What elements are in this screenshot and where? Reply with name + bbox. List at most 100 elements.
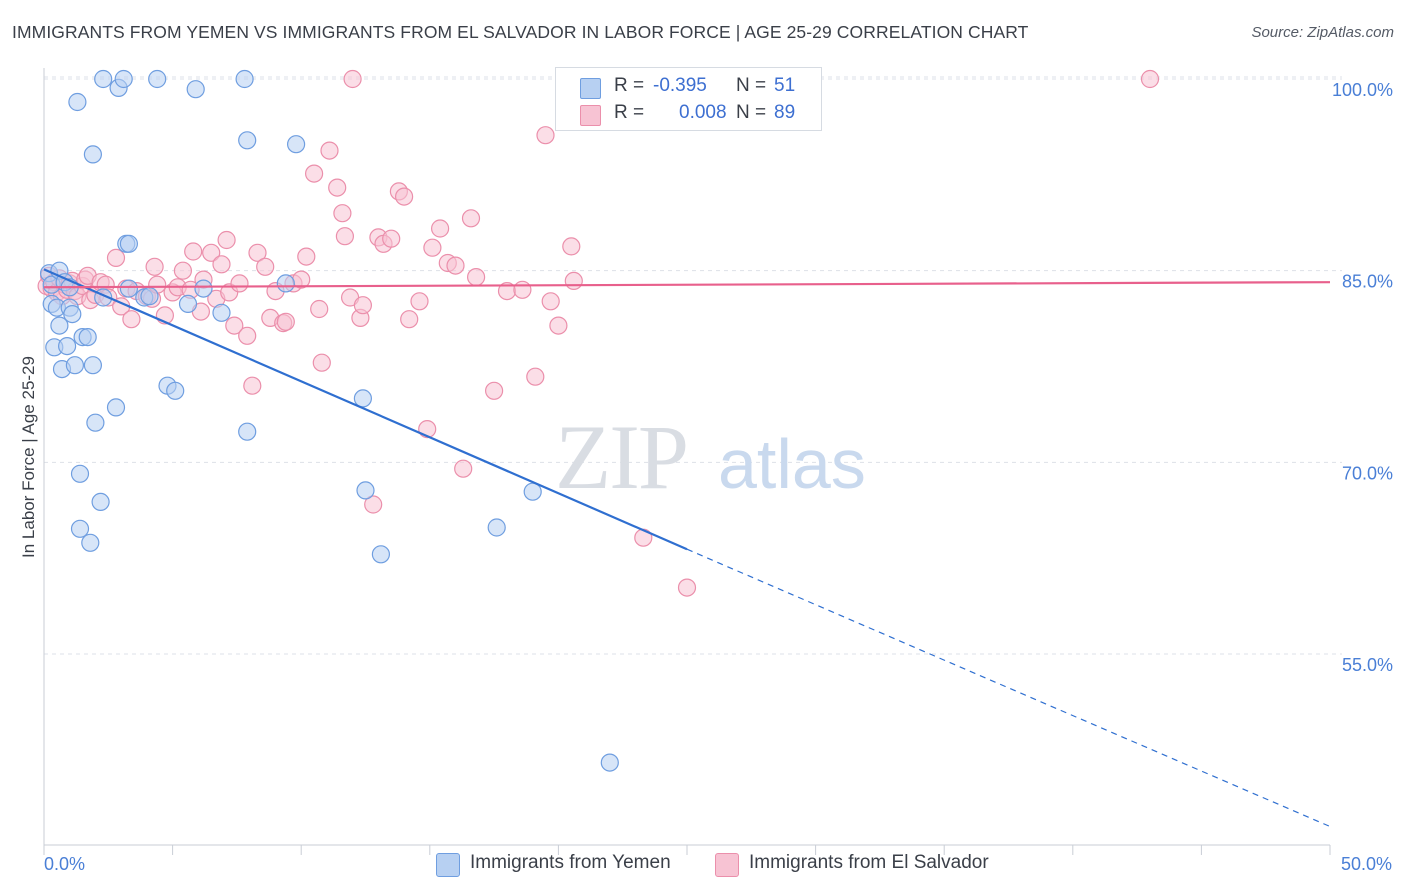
yemen-point: [212, 303, 231, 322]
yemen-point: [166, 381, 185, 400]
yemen-point: [70, 519, 90, 538]
elsalvador-point: [173, 261, 192, 280]
elsalvador-point: [382, 229, 401, 248]
yemen-point: [235, 69, 254, 89]
elsalvador-point: [410, 292, 429, 311]
data-points: [37, 69, 1160, 772]
watermark: ZIP atlas: [555, 406, 866, 508]
gridlines: [44, 76, 1342, 655]
elsalvador-point: [243, 376, 262, 395]
yemen-point: [148, 69, 167, 89]
yemen-point: [114, 69, 133, 89]
yemen-point: [600, 753, 619, 772]
elsalvador-point: [276, 312, 295, 331]
yemen-point: [119, 234, 138, 253]
elsalvador-trend-line: [43, 281, 1331, 289]
axes: 55.0% 70.0% 85.0% 100.0% 0.0% 50.0%: [43, 68, 1393, 874]
elsalvador-point: [145, 257, 164, 276]
yemen-point: [70, 464, 90, 483]
series-swatch-elsalvador: [715, 853, 739, 877]
y-tick-label: 70.0%: [1342, 463, 1393, 483]
yemen-point: [50, 316, 69, 335]
legend-r-value: 0.008: [679, 102, 727, 123]
yemen-point: [356, 481, 375, 500]
yemen-point: [106, 398, 126, 417]
elsalvador-point: [353, 296, 372, 315]
yemen-point: [276, 274, 295, 293]
yemen-point: [83, 145, 103, 164]
yemen-point: [194, 279, 213, 298]
yemen-point: [371, 545, 390, 564]
series-label-elsalvador: Immigrants from El Salvador: [749, 852, 989, 873]
y-axis-label: In Labor Force | Age 25-29: [19, 356, 38, 558]
elsalvador-point: [248, 243, 267, 262]
yemen-point: [83, 356, 103, 375]
x-tick-label: 50.0%: [1341, 854, 1392, 874]
elsalvador-point: [677, 578, 697, 597]
series-label-yemen: Immigrants from Yemen: [470, 852, 671, 873]
yemen-point: [57, 337, 77, 356]
trend-lines: [43, 268, 1331, 828]
elsalvador-point: [333, 204, 352, 223]
yemen-point: [119, 279, 138, 298]
elsalvador-point: [106, 248, 126, 267]
yemen-point: [78, 328, 97, 347]
elsalvador-point: [513, 280, 532, 299]
yemen-point: [91, 492, 110, 511]
yemen-point: [487, 518, 506, 537]
series-swatch-yemen: [436, 853, 460, 877]
elsalvador-point: [423, 238, 442, 257]
legend-swatch-elsalvador: [580, 105, 601, 126]
elsalvador-point: [485, 381, 504, 400]
elsalvador-point: [184, 242, 203, 261]
legend-swatch-yemen: [580, 78, 601, 99]
elsalvador-point: [310, 299, 329, 319]
elsalvador-point: [328, 178, 347, 197]
elsalvador-point: [562, 237, 581, 256]
elsalvador-point: [217, 230, 236, 250]
elsalvador-point: [536, 126, 555, 145]
yemen-trend-line: [43, 268, 688, 551]
elsalvador-point: [256, 257, 275, 276]
elsalvador-point: [461, 209, 481, 228]
yemen-point: [238, 131, 257, 150]
elsalvador-point: [1140, 69, 1160, 89]
chart-title: IMMIGRANTS FROM YEMEN VS IMMIGRANTS FROM…: [12, 22, 1029, 42]
elsalvador-point: [549, 316, 568, 335]
yemen-point: [178, 294, 198, 313]
y-tick-label: 100.0%: [1332, 80, 1393, 100]
elsalvador-point: [225, 316, 244, 335]
legend-n-value: 51: [774, 75, 796, 96]
yemen-point: [140, 287, 159, 306]
watermark-zip: ZIP: [555, 406, 687, 508]
yemen-point: [63, 305, 82, 324]
legend-r-label: R =: [614, 75, 645, 96]
elsalvador-point: [526, 367, 545, 386]
yemen-point: [86, 413, 105, 432]
watermark-atlas: atlas: [718, 425, 866, 503]
elsalvador-point: [230, 274, 249, 293]
elsalvador-point: [395, 187, 414, 206]
yemen-point: [186, 80, 205, 99]
x-tick-label: 0.0%: [44, 854, 85, 874]
legend-r-label: R =: [614, 102, 645, 123]
yemen-point: [68, 92, 87, 112]
elsalvador-point: [320, 141, 339, 160]
elsalvador-point: [467, 268, 486, 287]
elsalvador-point: [297, 247, 316, 266]
elsalvador-point: [343, 69, 362, 89]
yemen-point: [94, 69, 113, 89]
elsalvador-point: [364, 495, 383, 514]
stats-legend: R = -0.395 N = 51 R = 0.008 N = 89: [555, 67, 822, 131]
legend-n-label: N =: [736, 75, 767, 96]
elsalvador-point: [454, 459, 473, 478]
elsalvador-point: [212, 255, 231, 274]
elsalvador-point: [312, 353, 331, 372]
yemen-point: [353, 389, 372, 408]
elsalvador-point: [202, 243, 221, 262]
y-tick-label: 55.0%: [1342, 655, 1393, 675]
yemen-point: [65, 356, 85, 375]
yemen-point: [287, 135, 306, 154]
elsalvador-point: [122, 310, 141, 329]
